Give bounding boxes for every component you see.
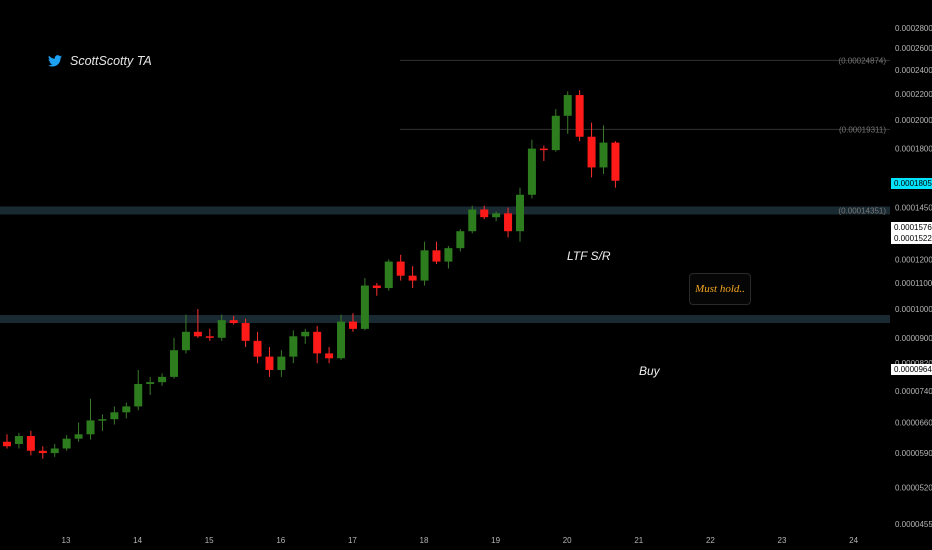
candle-body bbox=[74, 434, 83, 439]
fib-label: (0.00024874) bbox=[838, 56, 886, 65]
candle-body bbox=[420, 250, 429, 281]
candle-body bbox=[181, 331, 190, 351]
candle-body bbox=[158, 376, 167, 383]
candle-body bbox=[360, 285, 369, 329]
candle-body bbox=[50, 448, 59, 454]
x-tick-label: 20 bbox=[563, 536, 572, 545]
candle-body bbox=[110, 412, 119, 420]
candle-body bbox=[325, 353, 334, 359]
candle-body bbox=[492, 213, 501, 218]
fib-label: (0.00014351) bbox=[838, 206, 886, 215]
candle-body bbox=[193, 331, 202, 337]
candle-body bbox=[265, 356, 274, 370]
x-tick-label: 16 bbox=[276, 536, 285, 545]
candle-body bbox=[480, 209, 489, 218]
sr-zone bbox=[0, 315, 890, 324]
candle-body bbox=[456, 231, 465, 249]
candle-body bbox=[313, 331, 322, 354]
candle-body bbox=[611, 142, 620, 181]
candle-body bbox=[122, 406, 131, 413]
x-tick-label: 22 bbox=[706, 536, 715, 545]
candle-body bbox=[396, 261, 405, 276]
candle-body bbox=[587, 136, 596, 168]
candle-body bbox=[408, 275, 417, 281]
candle-body bbox=[26, 436, 35, 451]
candle-body bbox=[170, 350, 179, 377]
candle-body bbox=[241, 323, 250, 341]
ltf-sr-label: LTF S/R bbox=[567, 249, 611, 263]
candle-body bbox=[444, 248, 453, 262]
price-tag-low: 0.00015227 bbox=[891, 233, 932, 244]
candle-body bbox=[277, 356, 286, 370]
price-tag-high: 0.00015769 bbox=[891, 222, 932, 233]
candle-body bbox=[563, 95, 572, 116]
candle-body bbox=[146, 382, 155, 384]
buy-level-tag: 0.00009642 bbox=[891, 364, 932, 375]
watermark: ScottScotty TA bbox=[48, 54, 152, 68]
candle-body bbox=[504, 213, 513, 232]
x-tick-label: 14 bbox=[133, 536, 142, 545]
twitter-bird-icon bbox=[48, 55, 62, 67]
x-tick-label: 17 bbox=[348, 536, 357, 545]
candle-body bbox=[515, 194, 524, 232]
candle-body bbox=[134, 383, 143, 407]
x-tick-label: 19 bbox=[491, 536, 500, 545]
candle-body bbox=[348, 321, 357, 329]
candle-body bbox=[289, 336, 298, 357]
candle-body bbox=[384, 261, 393, 289]
candle-body bbox=[527, 148, 536, 195]
candle-body bbox=[86, 420, 95, 435]
candle-body bbox=[14, 436, 23, 444]
x-tick-label: 21 bbox=[634, 536, 643, 545]
y-tick-label: 0.00008200 bbox=[895, 359, 932, 368]
candle-body bbox=[599, 142, 608, 168]
candle-body bbox=[229, 320, 238, 324]
candle-body bbox=[301, 331, 310, 337]
candle-body bbox=[253, 340, 262, 357]
watermark-text: ScottScotty TA bbox=[70, 54, 152, 68]
must-hold-note: Must hold.. bbox=[689, 273, 751, 305]
candle-body bbox=[205, 336, 214, 338]
candle-body bbox=[62, 438, 71, 449]
x-tick-label: 13 bbox=[62, 536, 71, 545]
candle-body bbox=[337, 321, 346, 359]
candle-body bbox=[575, 95, 584, 137]
fib-label: (0.00019311) bbox=[839, 125, 886, 134]
sr-zone bbox=[0, 206, 890, 215]
candle-body bbox=[539, 148, 548, 151]
candle-body bbox=[38, 450, 47, 454]
x-tick-label: 18 bbox=[420, 536, 429, 545]
x-tick-label: 24 bbox=[849, 536, 858, 545]
candle-body bbox=[551, 115, 560, 151]
candle-body bbox=[3, 441, 11, 447]
x-tick-label: 15 bbox=[205, 536, 214, 545]
candle-body bbox=[98, 419, 107, 421]
candle-body bbox=[468, 209, 477, 232]
buy-label: Buy bbox=[639, 364, 660, 378]
x-tick-label: 23 bbox=[778, 536, 787, 545]
candle-body bbox=[432, 250, 441, 262]
candle-body bbox=[217, 320, 226, 338]
candle-body bbox=[372, 285, 381, 289]
y-tick-label: 0.00004550 bbox=[895, 520, 932, 529]
